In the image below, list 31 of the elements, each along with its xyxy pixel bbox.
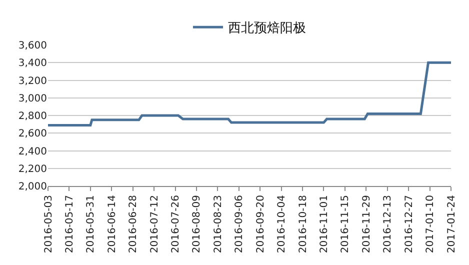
x-tick-label: 2016-08-09 <box>192 195 203 254</box>
legend-label: 西北预焙阳极 <box>228 21 306 36</box>
x-tick-label: 2017-01-10 <box>425 195 436 254</box>
x-tick-label: 2016-11-15 <box>340 195 352 254</box>
x-tick-label: 2016-07-26 <box>170 195 182 254</box>
y-tick-label: 3,600 <box>18 40 47 52</box>
x-tick-label: 2016-09-20 <box>255 195 266 254</box>
x-tick-label: 2016-10-18 <box>298 195 309 254</box>
x-tick-label: 2016-05-17 <box>64 195 76 254</box>
y-tick-label: 3,400 <box>18 58 47 70</box>
x-tick-label: 2016-05-31 <box>86 195 97 254</box>
x-tick-label: 2016-05-03 <box>43 195 54 254</box>
y-tick-label: 3,200 <box>18 76 47 87</box>
y-tick-label: 2,800 <box>18 111 47 122</box>
x-tick-label: 2016-08-23 <box>212 195 224 254</box>
y-tick-label: 3,000 <box>18 93 47 104</box>
x-tick-label: 2017-01-24 <box>446 195 458 254</box>
y-tick-label: 2,000 <box>18 182 47 192</box>
line-series <box>48 61 451 126</box>
y-tick-label: 2,200 <box>18 164 47 175</box>
x-tick-label: 2016-09-06 <box>234 195 246 254</box>
y-tick-label: 2,600 <box>18 128 47 140</box>
x-tick-label: 2016-07-12 <box>149 195 160 254</box>
x-tick-label: 2016-11-01 <box>318 195 330 254</box>
x-tick-label: 2016-11-29 <box>361 195 372 254</box>
x-tick-label: 2016-06-14 <box>106 195 118 254</box>
y-tick-label: 2,400 <box>18 146 47 158</box>
x-tick-label: 2016-10-04 <box>276 195 288 254</box>
x-tick-label: 2016-06-28 <box>128 195 140 254</box>
x-tick-label: 2016-12-13 <box>382 195 394 254</box>
x-tick-label: 2016-12-27 <box>404 195 415 254</box>
